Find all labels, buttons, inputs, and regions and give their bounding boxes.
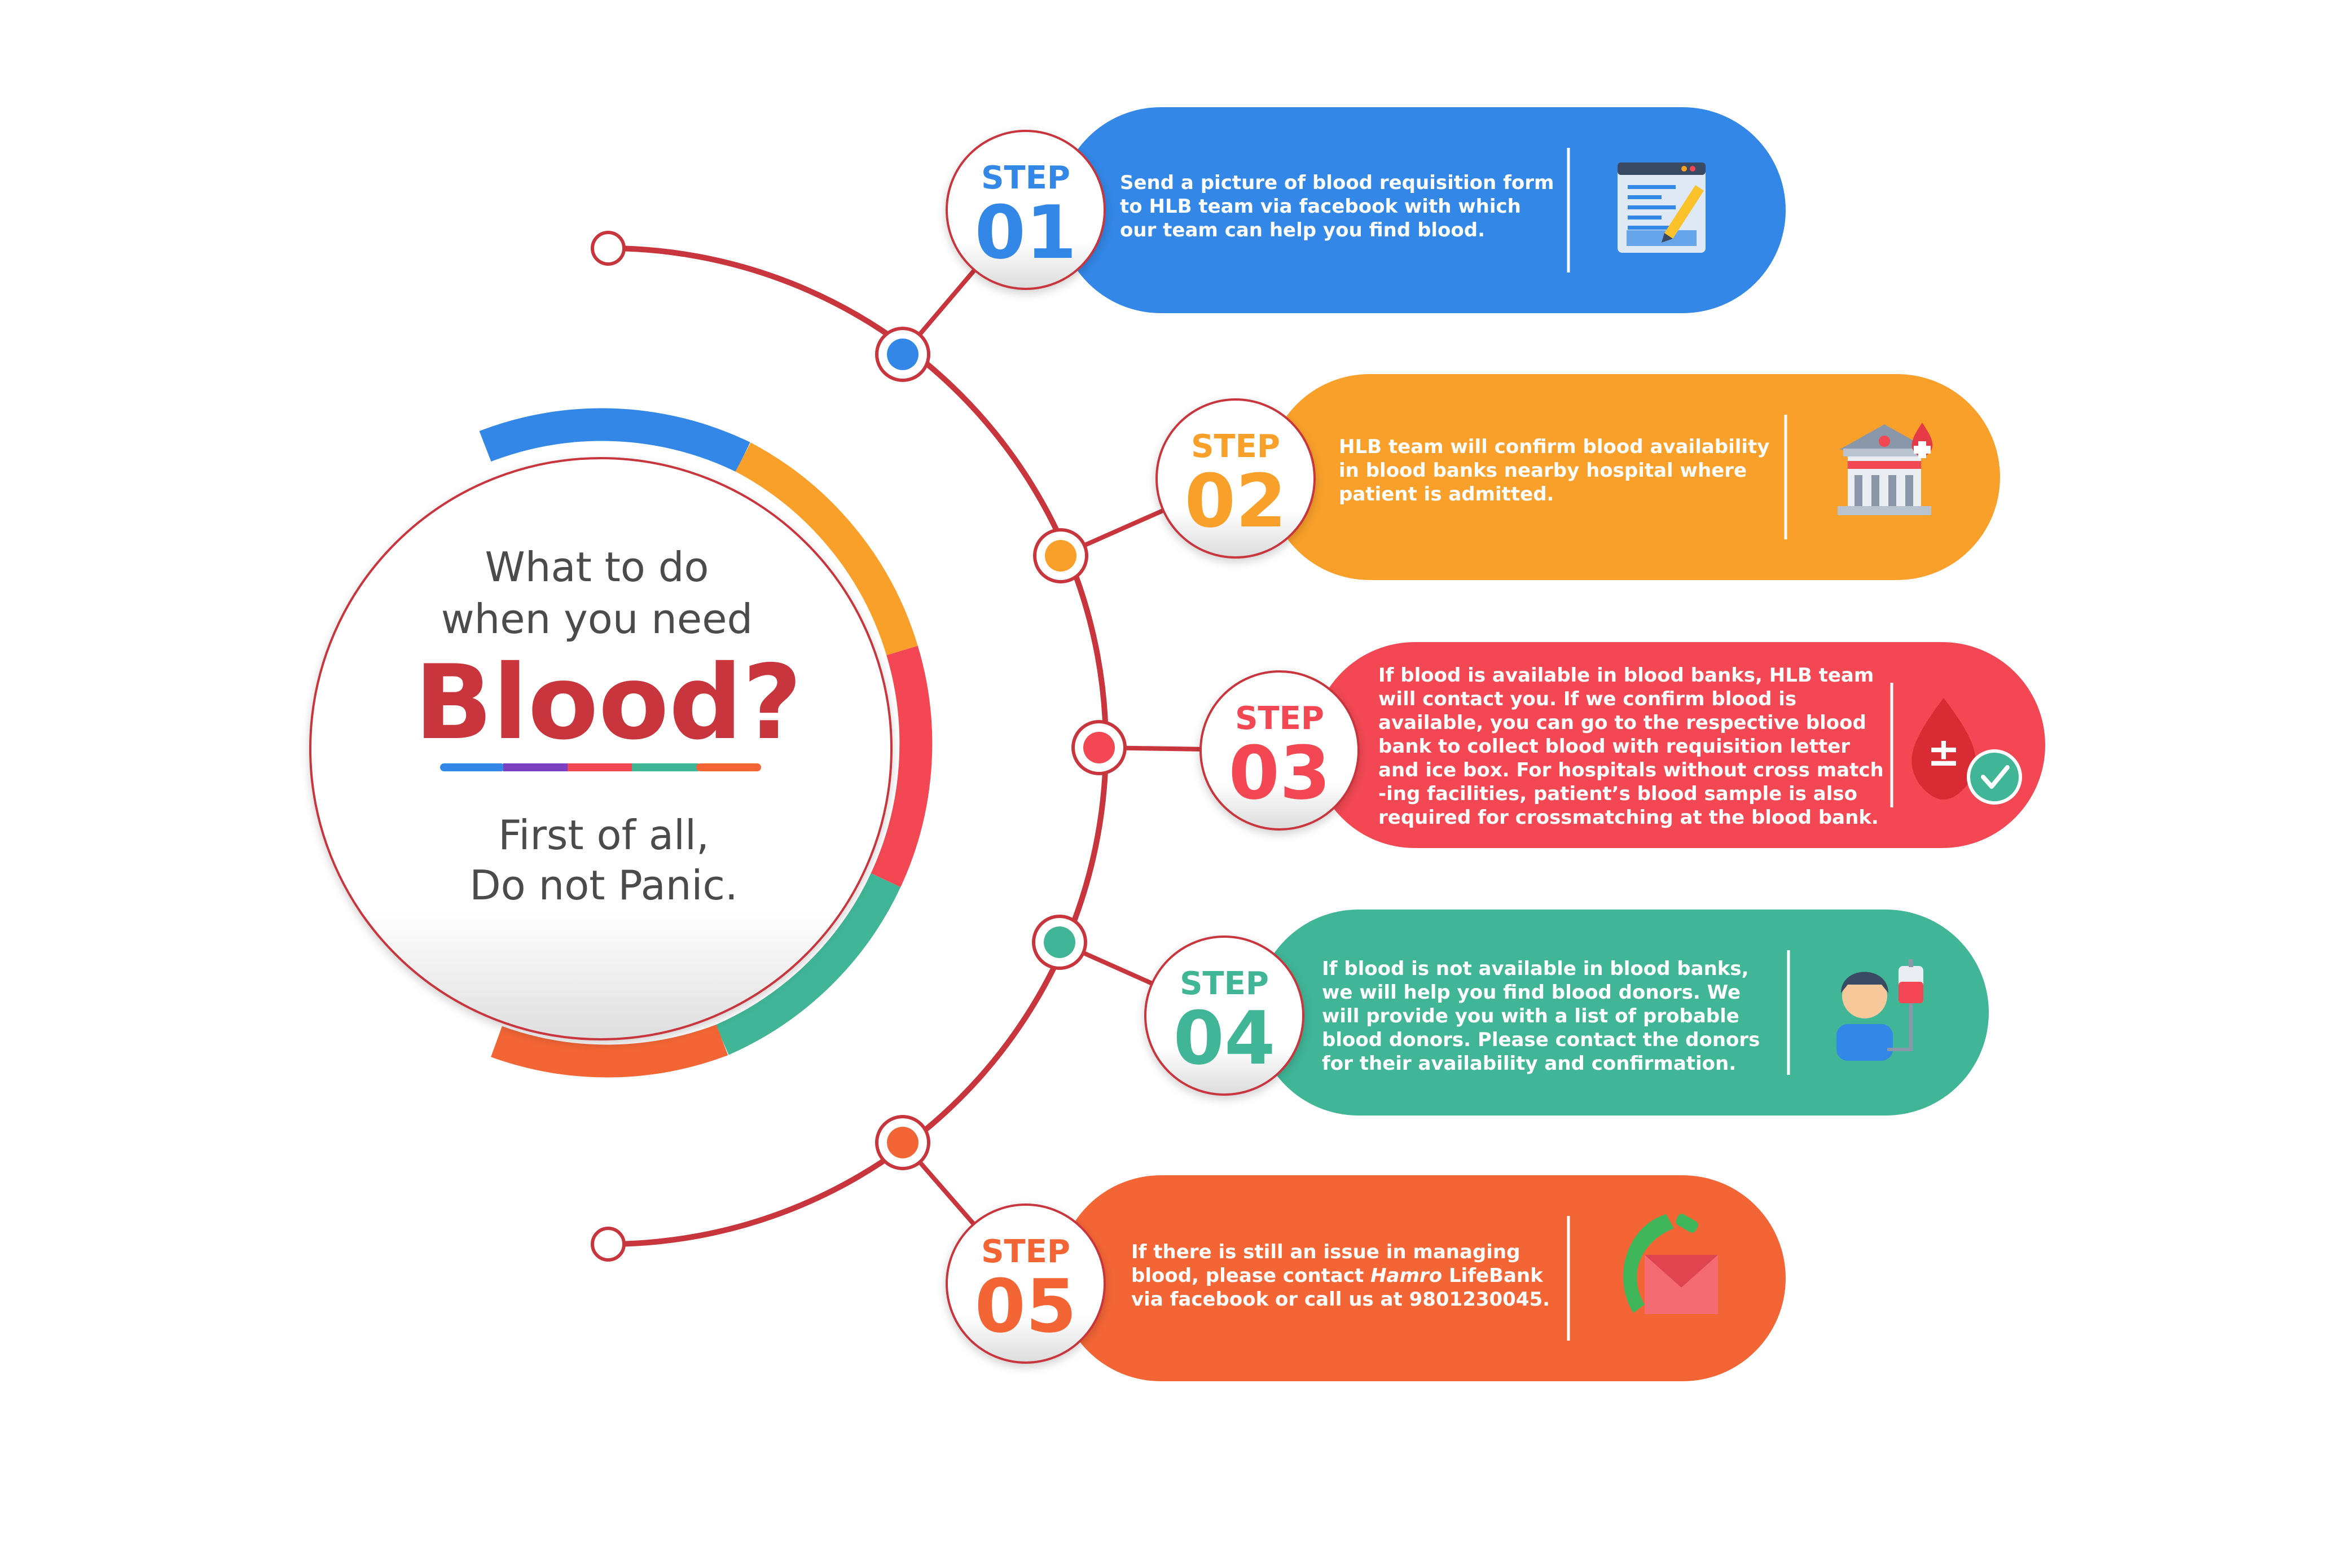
center-line-2: when you need: [441, 595, 753, 643]
step-description-line: If there is still an issue in managing: [1131, 1241, 1520, 1263]
step-description-line: -ing facilities, patient’s blood sample …: [1378, 783, 1857, 805]
step-badge: [1144, 935, 1304, 1096]
spine-end-bottom: [591, 1227, 626, 1262]
center-circle: [309, 457, 893, 1040]
step-description: HLB team will confirm blood availability…: [1339, 436, 1769, 506]
step-card: [1267, 374, 2000, 580]
step-description-line: HLB team will confirm blood availability: [1339, 436, 1769, 458]
timeline-node-dot: [1083, 732, 1115, 763]
center-footer-2: Do not Panic.: [469, 862, 738, 909]
step-description-line: available, you can go to the respective …: [1378, 711, 1866, 734]
step-description: If there is still an issue in managing bl…: [1131, 1241, 1550, 1311]
step-label: STEP: [981, 160, 1070, 196]
step-description-line: blood donors. Please contact the donors: [1322, 1029, 1760, 1051]
step-description-line: to HLB team via facebook with which: [1120, 195, 1521, 218]
step-description-line: If blood is not available in blood banks…: [1322, 958, 1749, 980]
step-description-line: patient is admitted.: [1339, 483, 1554, 506]
step-description-line: and ice box. For hospitals without cross…: [1378, 759, 1884, 781]
step-description-line: bank to collect blood with requisition l…: [1378, 735, 1850, 758]
spine-end-top: [591, 231, 626, 266]
step-number: 03: [1229, 730, 1331, 816]
center-ring: [479, 408, 933, 1078]
blood-drop-check-icon: ±: [1911, 698, 2022, 805]
center-footer-1: First of all,: [498, 811, 709, 859]
step-description: Send a picture of blood requisition form…: [1120, 172, 1554, 241]
step-description-line: via facebook or call us at 9801230045.: [1131, 1288, 1550, 1311]
form-edit-icon: [1618, 162, 1706, 253]
timeline-node-dot: [1045, 540, 1076, 572]
step-number: 02: [1185, 458, 1287, 544]
blood-bank-icon: [1838, 423, 1933, 515]
step-description-line: required for crossmatching at the blood …: [1378, 806, 1879, 829]
step-card: [1058, 107, 1786, 313]
step-badge: [946, 130, 1106, 290]
phone-mail-icon: [1623, 1214, 1718, 1314]
step-label: STEP: [1235, 700, 1324, 737]
step-description: If blood is available in blood banks, HL…: [1378, 664, 1884, 829]
step-description-line: will provide you with a list of probable: [1322, 1005, 1739, 1027]
step-label: STEP: [1191, 428, 1280, 465]
step-label: STEP: [1180, 965, 1269, 1002]
step-card: [1058, 1175, 1786, 1381]
step-badge: [946, 1204, 1106, 1364]
step-number: 05: [975, 1263, 1077, 1349]
headline-underline: [440, 763, 761, 771]
blood-donor-icon: [1836, 959, 1923, 1061]
step-description-line: our team can help you find blood.: [1120, 219, 1485, 241]
svg-text:±: ±: [1927, 729, 1961, 775]
step-card: [1255, 910, 1989, 1115]
step-description-line: we will help you find blood donors. We: [1322, 981, 1741, 1004]
step-description-line: will contact you. If we confirm blood is: [1378, 688, 1796, 710]
step-description-line: in blood banks nearby hospital where: [1339, 459, 1747, 482]
step-description-line: Send a picture of blood requisition form: [1120, 172, 1554, 194]
timeline-node-dot: [887, 1127, 919, 1158]
timeline-node-dot: [1044, 926, 1075, 958]
timeline-node-dot: [887, 339, 919, 370]
step-number: 01: [975, 190, 1077, 275]
center-headline: Blood?: [414, 643, 802, 762]
step-description-line: If blood is available in blood banks, HL…: [1378, 664, 1874, 687]
step-description-line: blood, please contact Hamro LifeBank: [1131, 1264, 1544, 1287]
center-line-1: What to do: [485, 543, 709, 591]
step-badge: [1155, 398, 1316, 559]
step-label: STEP: [981, 1233, 1070, 1270]
step-description: If blood is not available in blood banks…: [1322, 958, 1760, 1075]
step-description-line: for their availability and confirmation.: [1322, 1052, 1736, 1075]
step-badge: [1199, 670, 1360, 831]
step-card: [1312, 642, 2045, 848]
step-number: 04: [1174, 995, 1276, 1081]
